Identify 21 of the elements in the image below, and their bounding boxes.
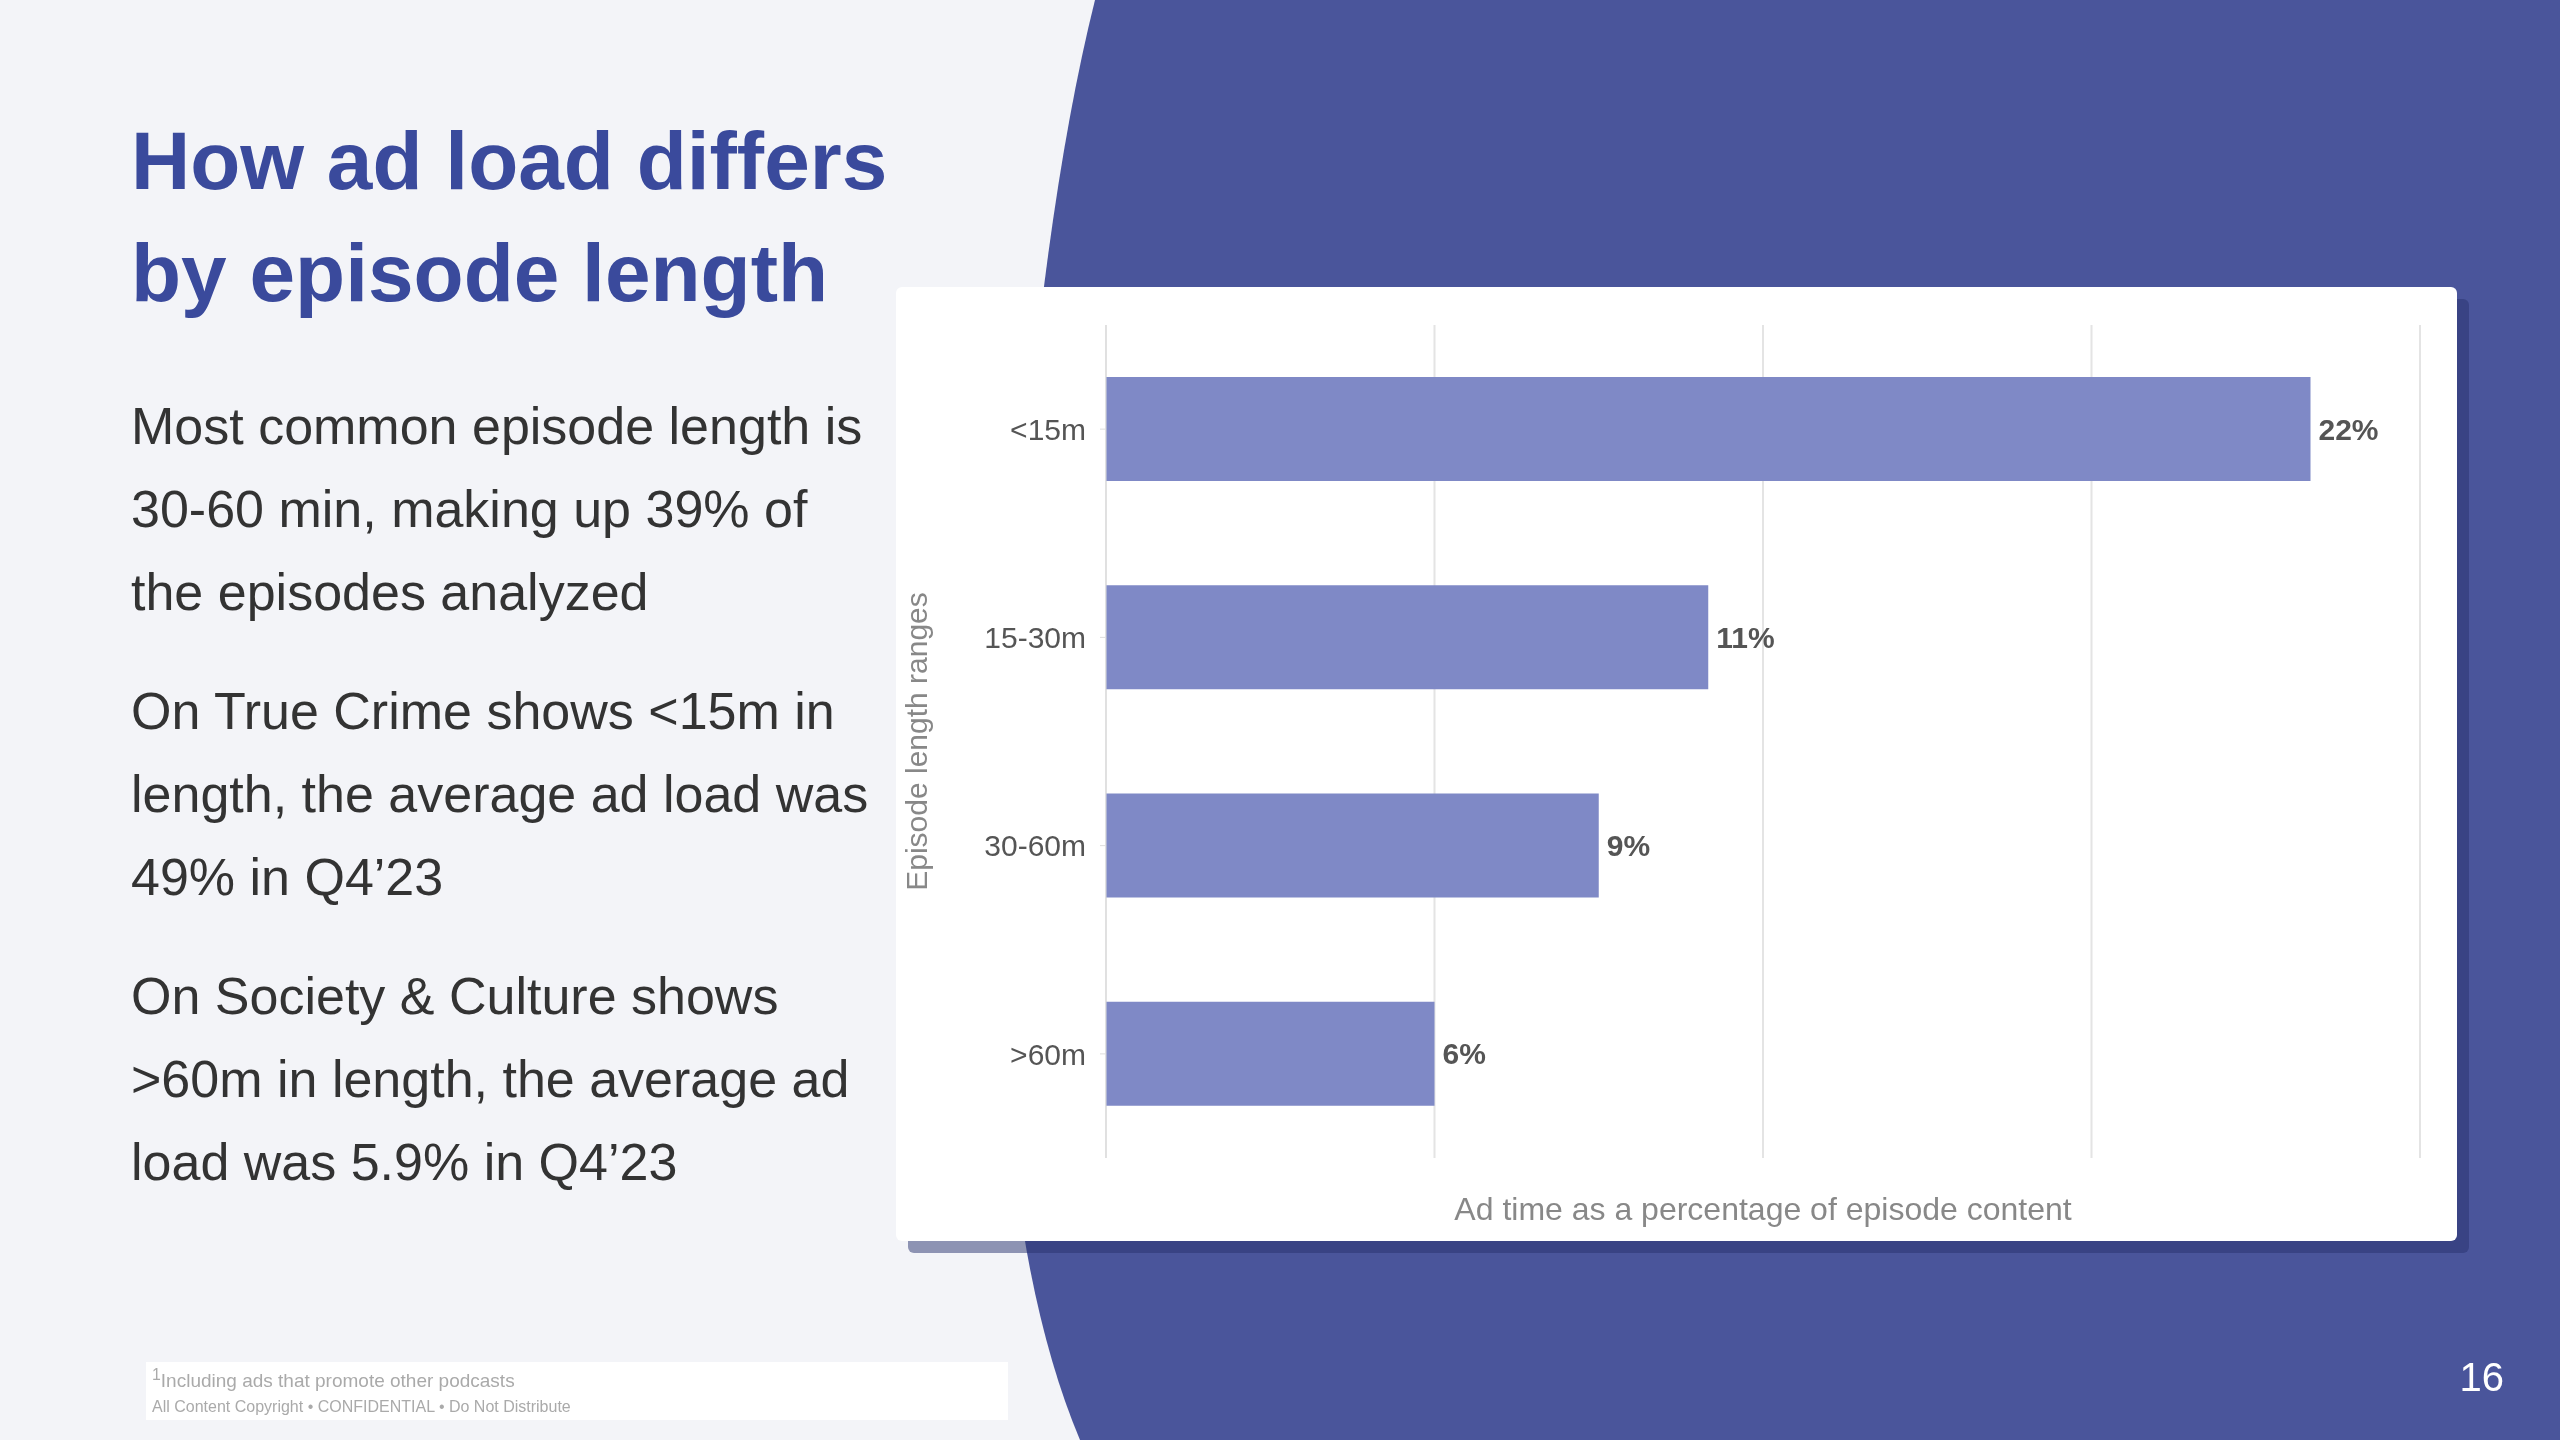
y-tick-label: >60m	[1010, 1037, 1086, 1071]
bar	[1106, 585, 1709, 690]
bar	[1106, 1001, 1435, 1106]
bar	[1106, 377, 2311, 482]
data-label: 9%	[1606, 829, 1651, 863]
x-axis-title: Ad time as a percentage of episode content	[1454, 1191, 2072, 1227]
data-label: 6%	[1442, 1037, 1486, 1071]
text: $^{1}$Including ads that promote other podcasts	[152, 1366, 516, 1393]
text: All Content Copyright • CONFIDENTIAL • Do Not Distribute	[152, 1398, 572, 1417]
text: Most common episode length is 30-60 min, making up 39% of the episodes analyzed	[131, 396, 864, 623]
chart-title: How ad load differs by episode length	[131, 114, 889, 320]
y-tick-label: 15-30m	[984, 621, 1086, 655]
y-tick-label: 30-60m	[984, 829, 1086, 863]
data-label: 22%	[2318, 412, 2379, 446]
bar	[1106, 793, 1599, 898]
data-label: 11%	[1716, 620, 1775, 654]
y-tick-label: <15m	[1010, 412, 1086, 446]
text: On Society & Culture shows >60m in length, the average ad load was 5.9% in Q4’23	[131, 966, 851, 1193]
y-axis-title: Episode length ranges	[899, 592, 933, 891]
text: On True Crime shows <15m in length, the average ad load was 49% in Q4’23	[131, 681, 870, 908]
text: 16	[2459, 1355, 2504, 1400]
